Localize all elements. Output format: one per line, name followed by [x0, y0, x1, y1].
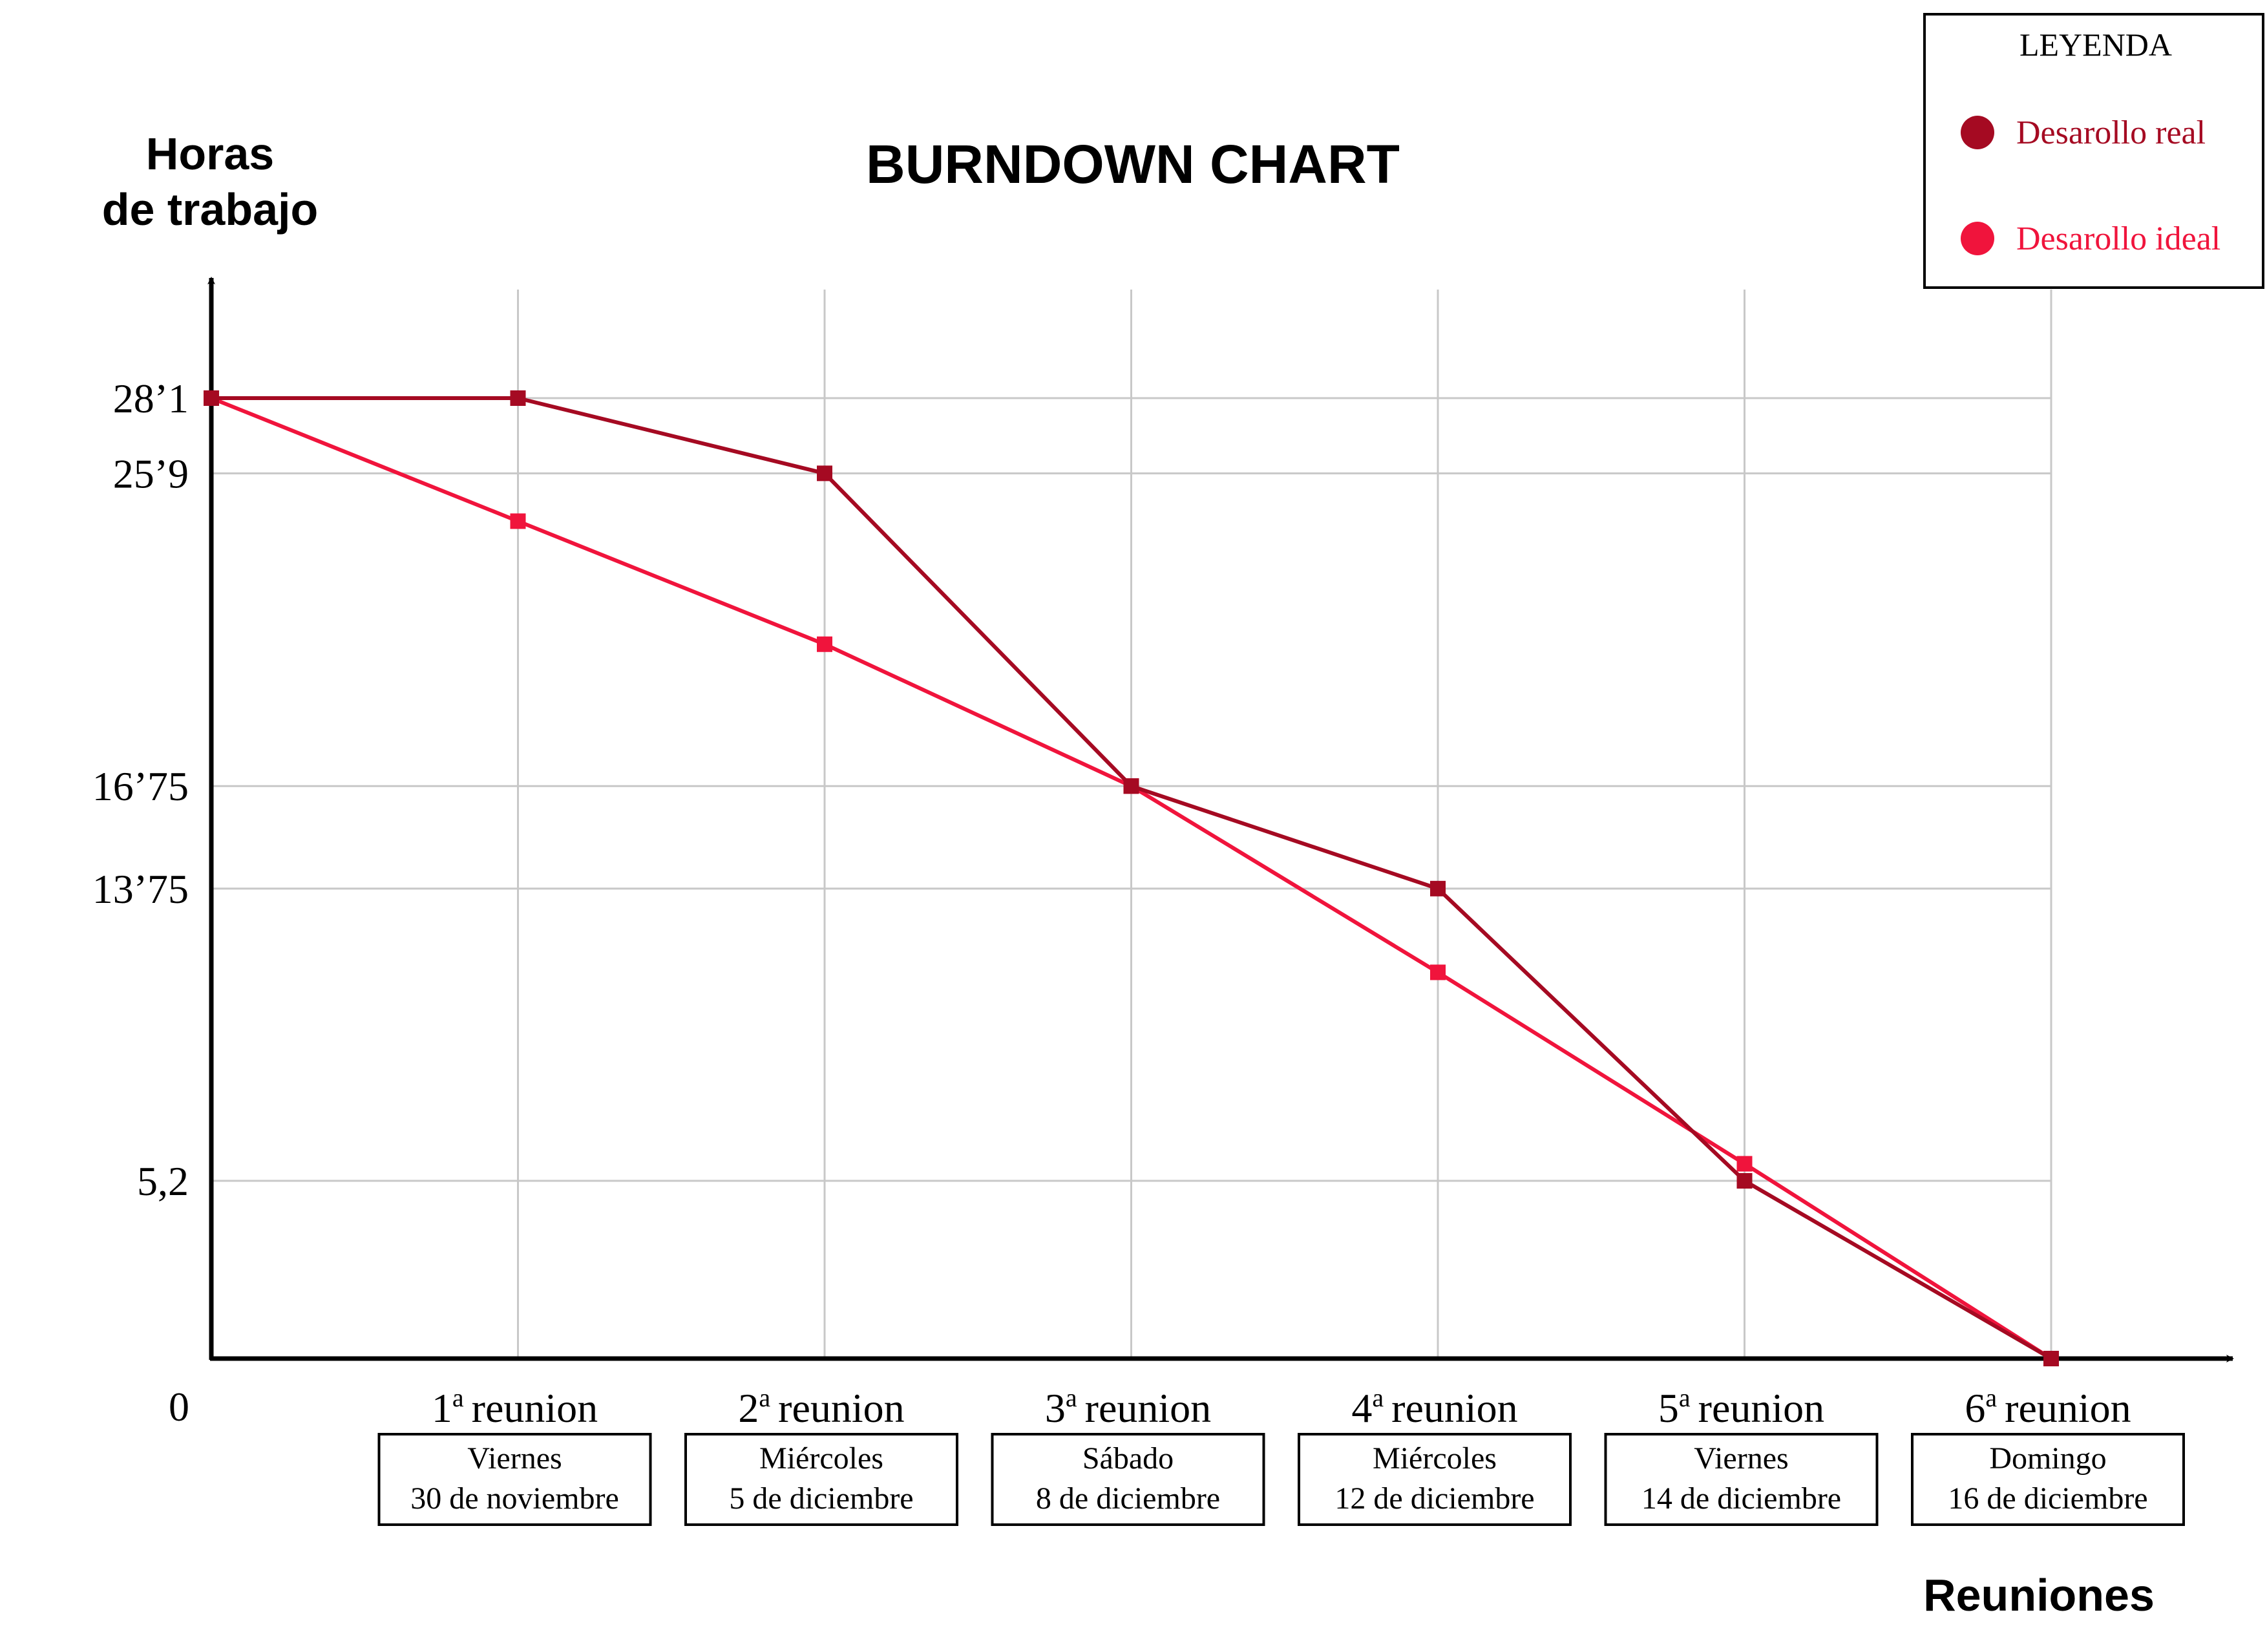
date-box: [377, 1433, 652, 1526]
legend-label-real: Desarollo real: [2016, 114, 2206, 151]
x-category-label: 4a reunion: [1351, 1383, 1517, 1431]
category-ordinal-suffix: a: [1066, 1383, 1077, 1412]
y-tick-label: 5,2: [137, 1158, 189, 1204]
legend-marker-real: [1961, 116, 1994, 149]
date-box-date: 16 de diciembre: [1948, 1481, 2147, 1516]
date-box-day: Miércoles: [759, 1441, 883, 1476]
date-box: [1911, 1433, 2185, 1526]
date-box: [1604, 1433, 1879, 1526]
legend-marker-ideal: [1961, 222, 1994, 255]
date-box-day: Miércoles: [1373, 1441, 1497, 1476]
y-tick-label: 13’75: [92, 866, 189, 912]
date-box-date: 8 de diciembre: [1036, 1481, 1220, 1516]
legend-title: LEYENDA: [2019, 26, 2172, 63]
category-ordinal: 6: [1965, 1385, 1985, 1431]
date-box: [684, 1433, 958, 1526]
date-box-date: 12 de diciembre: [1334, 1481, 1534, 1516]
data-point-real: [817, 465, 832, 482]
category-ordinal: 3: [1045, 1385, 1066, 1431]
category-word: reunion: [1698, 1385, 1825, 1431]
y-tick-labels: 28’1 25’9 16’75 13’75 5,2: [92, 376, 189, 1204]
category-ordinal-suffix: a: [1985, 1383, 1997, 1412]
data-point-real: [1430, 880, 1446, 896]
category-ordinal: 5: [1658, 1385, 1679, 1431]
data-point-real: [1123, 778, 1139, 794]
x-category-label: 6a reunion: [1965, 1383, 2131, 1431]
data-point-ideal: [817, 636, 832, 652]
category-ordinal-suffix: a: [1679, 1383, 1691, 1412]
origin-label: 0: [169, 1384, 189, 1430]
date-box-day: Viernes: [467, 1441, 562, 1476]
date-box-date: 14 de diciembre: [1641, 1481, 1841, 1516]
y-tick-label: 25’9: [113, 450, 189, 496]
x-category-label: 3a reunion: [1045, 1383, 1211, 1431]
data-point-real: [204, 390, 219, 406]
date-box-day: Domingo: [1989, 1441, 2106, 1476]
date-box-day: Viernes: [1694, 1441, 1788, 1476]
y-axis-label-line2: de trabajo: [102, 184, 319, 235]
x-category-label: 1a reunion: [432, 1383, 598, 1431]
date-box: [1298, 1433, 1572, 1526]
x-category-label: 5a reunion: [1658, 1383, 1824, 1431]
chart-title: BURNDOWN CHART: [866, 134, 1400, 195]
category-word: reunion: [1391, 1385, 1518, 1431]
category-word: reunion: [472, 1385, 598, 1431]
x-axis-label: Reuniones: [1923, 1570, 2155, 1620]
category-ordinal-suffix: a: [1372, 1383, 1384, 1412]
y-axis-label-line1: Horas: [146, 129, 274, 179]
date-box-date: 5 de diciembre: [729, 1481, 913, 1516]
category-word: reunion: [778, 1385, 905, 1431]
category-ordinal-suffix: a: [452, 1383, 464, 1412]
data-point-ideal: [1430, 964, 1446, 980]
data-point-real: [2043, 1351, 2059, 1366]
y-tick-label: 16’75: [92, 763, 189, 809]
series-lines: [204, 390, 2059, 1366]
data-point-ideal: [510, 513, 526, 529]
category-ordinal: 1: [432, 1385, 452, 1431]
y-tick-label: 28’1: [113, 376, 189, 421]
data-point-real: [1736, 1173, 1753, 1189]
date-box: [991, 1433, 1265, 1526]
legend-label-ideal: Desarollo ideal: [2016, 220, 2220, 257]
date-box-date: 30 de noviembre: [410, 1481, 619, 1516]
category-ordinal: 2: [738, 1385, 759, 1431]
category-word: reunion: [1085, 1385, 1212, 1431]
x-category-label: 2a reunion: [738, 1383, 904, 1431]
date-box-day: Sábado: [1082, 1441, 1174, 1476]
category-ordinal: 4: [1351, 1385, 1372, 1431]
data-point-real: [510, 390, 526, 406]
category-ordinal-suffix: a: [759, 1383, 770, 1412]
legend: LEYENDA Desarollo real Desarollo ideal: [1923, 13, 2264, 289]
category-word: reunion: [2005, 1385, 2131, 1431]
data-point-ideal: [1736, 1156, 1753, 1172]
